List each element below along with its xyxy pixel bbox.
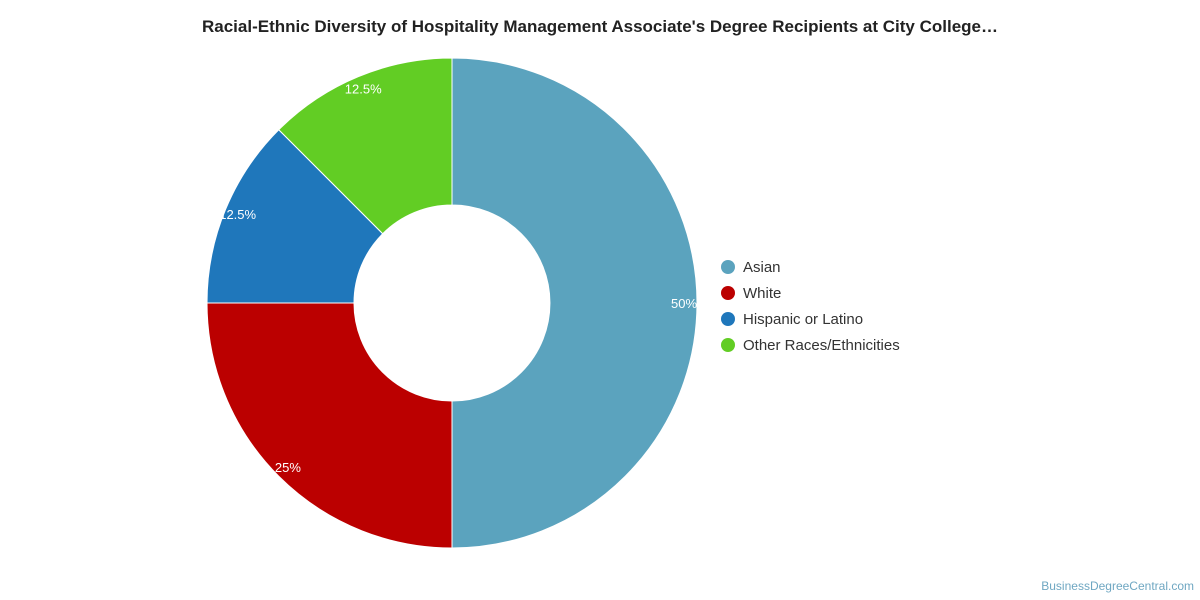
- legend-item-other-races-ethnicities[interactable]: Other Races/Ethnicities: [721, 332, 900, 358]
- legend-item-white[interactable]: White: [721, 280, 900, 306]
- site-credit[interactable]: BusinessDegreeCentral.com: [1041, 579, 1194, 593]
- legend-label: Hispanic or Latino: [743, 310, 864, 328]
- legend-label: Asian: [743, 258, 781, 276]
- slice-hispanic-or-latino[interactable]: [206, 129, 384, 304]
- legend-item-asian[interactable]: Asian: [721, 254, 900, 280]
- slice-white[interactable]: [206, 302, 453, 549]
- slice-label-asian: 50%: [671, 296, 697, 311]
- legend-swatch: [721, 312, 735, 326]
- slice-label-hispanic-or-latino: 12.5%: [219, 207, 256, 222]
- legend-swatch: [721, 338, 735, 352]
- legend-item-hispanic-or-latino[interactable]: Hispanic or Latino: [721, 306, 900, 332]
- legend-label: White: [743, 284, 782, 302]
- slice-label-other-races-ethnicities: 12.5%: [345, 82, 382, 97]
- slice-label-white: 25%: [275, 460, 301, 475]
- legend-swatch: [721, 286, 735, 300]
- legend-swatch: [721, 260, 735, 274]
- chart-legend: Asian White Hispanic or Latino Other Races/…: [721, 254, 900, 358]
- chart-title: Racial-Ethnic Diversity of Hospitality M…: [201, 17, 999, 36]
- slice-asian[interactable]: [451, 57, 698, 549]
- slice-other-races-ethnicities[interactable]: [278, 57, 453, 235]
- legend-label: Other Races/Ethnicities: [743, 336, 900, 354]
